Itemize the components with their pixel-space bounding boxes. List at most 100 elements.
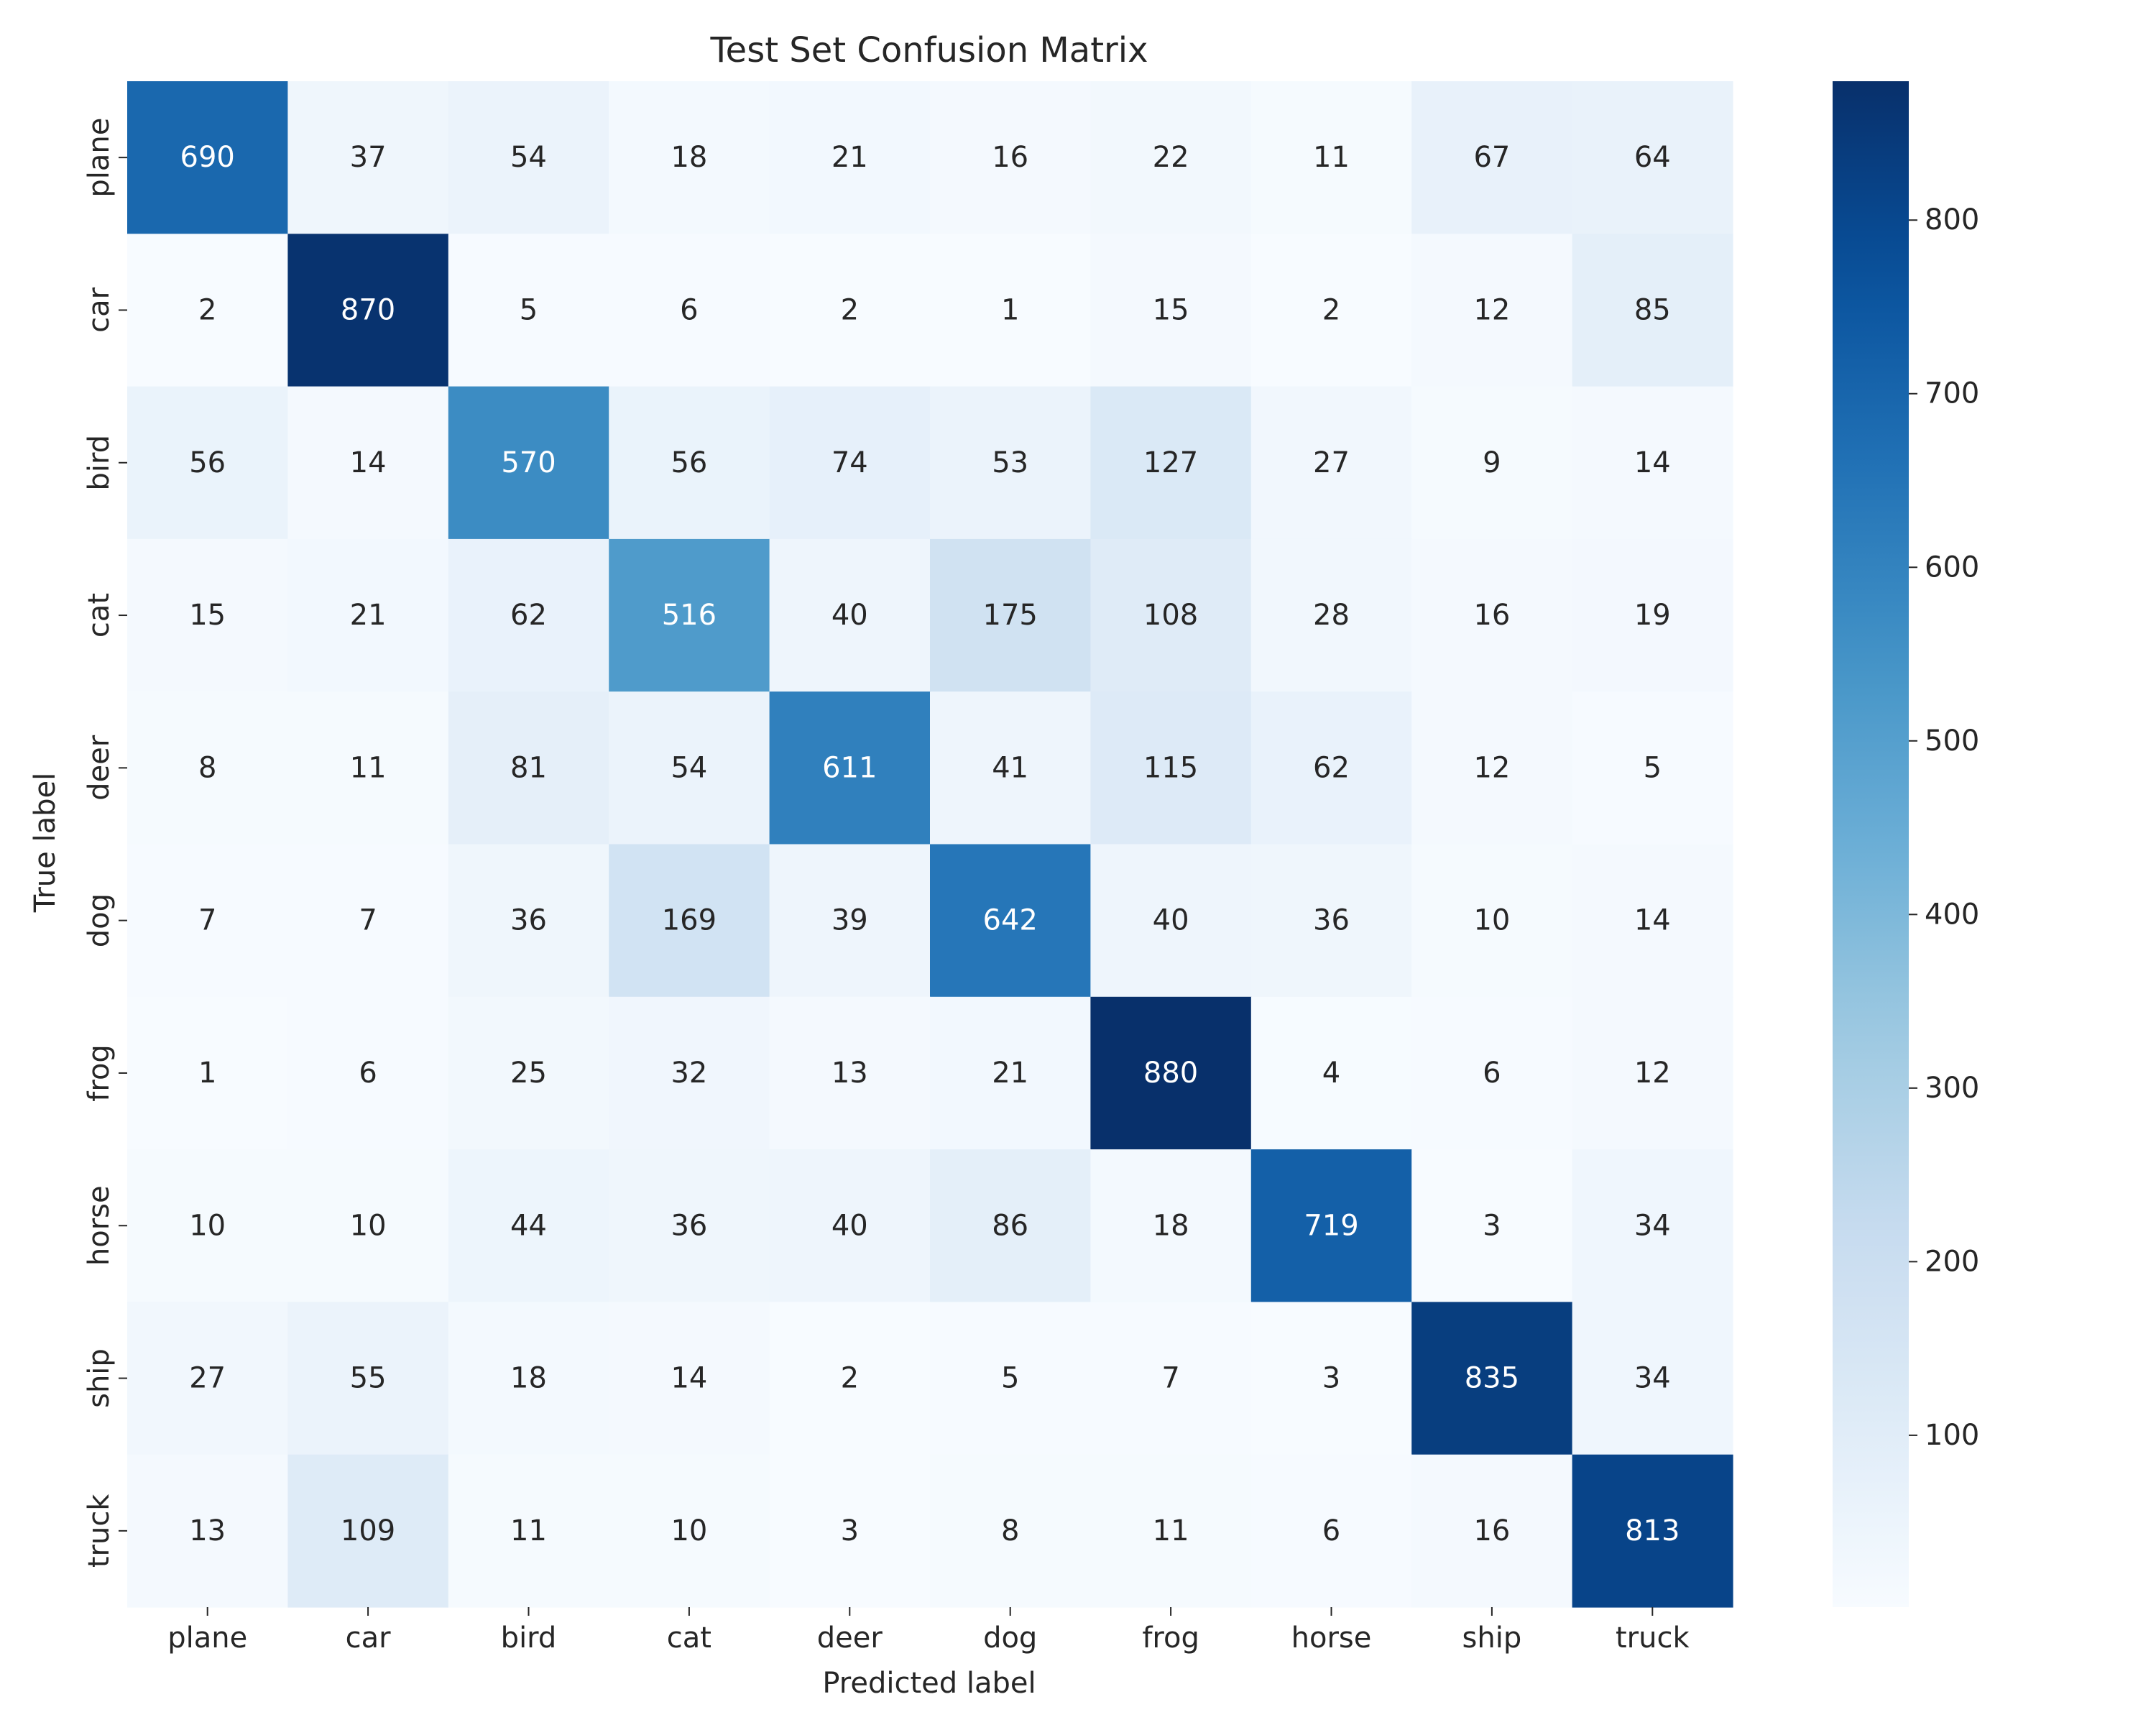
heatmap-cell-horse-bird — [448, 1149, 609, 1302]
cell-value-label: 56 — [189, 446, 226, 479]
heatmap-cell-cat-deer — [769, 538, 931, 692]
cell-value-label: 4 — [1322, 1057, 1340, 1090]
y-tick-label-deer: deer — [83, 735, 116, 801]
cell-value-label: 81 — [510, 751, 547, 784]
heatmap-cell-car-cat — [609, 234, 770, 387]
colorbar-tick-label-300: 300 — [1925, 1072, 1979, 1105]
y-tick-label-truck: truck — [83, 1494, 116, 1568]
heatmap-cell-ship-plane — [127, 1302, 288, 1455]
x-tick-label-car: car — [346, 1622, 392, 1655]
cell-value-label: 44 — [510, 1209, 547, 1242]
cell-value-label: 55 — [350, 1362, 387, 1395]
x-tick-label-cat: cat — [667, 1622, 711, 1655]
heatmap-cell-horse-cat — [609, 1149, 770, 1302]
cell-value-label: 870 — [341, 293, 395, 326]
heatmap-cell-plane-bird — [448, 81, 609, 234]
heatmap-cell-cat-cat — [609, 538, 770, 692]
heatmap-cell-horse-deer — [769, 1149, 931, 1302]
cell-value-label: 10 — [189, 1209, 226, 1242]
cell-value-label: 14 — [350, 446, 387, 479]
heatmap-cell-bird-plane — [127, 386, 288, 540]
cell-value-label: 62 — [1313, 751, 1350, 784]
cell-value-label: 7 — [1161, 1362, 1179, 1395]
cell-value-label: 34 — [1634, 1362, 1671, 1395]
x-tick-label-dog: dog — [983, 1622, 1037, 1655]
cell-value-label: 22 — [1153, 141, 1189, 174]
cell-value-label: 36 — [671, 1209, 707, 1242]
heatmap-cell-bird-ship — [1411, 386, 1573, 540]
colorbar-tick-label-500: 500 — [1925, 724, 1979, 758]
cell-value-label: 37 — [350, 141, 387, 174]
colorbar-tick-label-400: 400 — [1925, 898, 1979, 931]
cell-value-label: 12 — [1473, 751, 1510, 784]
cell-value-label: 15 — [189, 599, 226, 632]
cell-value-label: 41 — [992, 751, 1028, 784]
cell-value-label: 2 — [841, 293, 859, 326]
cell-value-label: 28 — [1313, 599, 1350, 632]
cell-value-label: 8 — [1001, 1514, 1019, 1547]
heatmap-cell-dog-horse — [1250, 844, 1412, 998]
cell-value-label: 15 — [1153, 293, 1189, 326]
x-tick-label-horse: horse — [1291, 1622, 1372, 1655]
heatmap-cell-horse-horse — [1250, 1149, 1412, 1302]
cell-value-label: 2 — [1322, 293, 1340, 326]
cell-value-label: 175 — [983, 599, 1038, 632]
heatmap-cell-horse-ship — [1411, 1149, 1573, 1302]
colorbar-tick-label-100: 100 — [1925, 1419, 1979, 1452]
cell-value-label: 54 — [671, 751, 707, 784]
heatmap-cell-plane-plane — [127, 81, 288, 234]
cell-value-label: 6 — [1483, 1057, 1501, 1090]
cell-value-label: 36 — [510, 904, 547, 937]
y-tick-label-cat: cat — [83, 593, 116, 638]
heatmap-cell-horse-truck — [1572, 1149, 1733, 1302]
cell-value-label: 40 — [831, 1209, 868, 1242]
cell-value-label: 13 — [189, 1514, 226, 1547]
heatmap-cell-car-horse — [1250, 234, 1412, 387]
heatmap-cell-truck-ship — [1411, 1454, 1573, 1608]
cell-value-label: 2 — [841, 1362, 859, 1395]
heatmap-cell-frog-dog — [930, 996, 1091, 1150]
cell-value-label: 9 — [1483, 446, 1501, 479]
cell-value-label: 5 — [520, 293, 538, 326]
colorbar-gradient — [1833, 81, 1909, 1607]
heatmap-cell-cat-truck — [1572, 538, 1733, 692]
cell-value-label: 6 — [1322, 1514, 1340, 1547]
cell-value-label: 21 — [992, 1057, 1028, 1090]
heatmap-cell-car-frog — [1090, 234, 1252, 387]
heatmap-cell-ship-car — [287, 1302, 449, 1455]
x-tick-label-plane: plane — [167, 1622, 247, 1655]
heatmap-cell-plane-car — [287, 81, 449, 234]
heatmap-cell-frog-cat — [609, 996, 770, 1150]
cell-value-label: 1 — [1001, 293, 1019, 326]
cell-value-label: 109 — [341, 1514, 395, 1547]
heatmap-cell-truck-deer — [769, 1454, 931, 1608]
cell-value-label: 813 — [1625, 1514, 1680, 1547]
x-tick-label-truck: truck — [1616, 1622, 1690, 1655]
cell-value-label: 570 — [501, 446, 556, 479]
cell-value-label: 16 — [1473, 1514, 1510, 1547]
y-tick-label-car: car — [83, 287, 116, 333]
cell-value-label: 16 — [992, 141, 1028, 174]
cell-value-label: 25 — [510, 1057, 547, 1090]
cell-value-label: 18 — [671, 141, 707, 174]
y-tick-label-bird: bird — [83, 435, 116, 491]
heatmap-cell-deer-frog — [1090, 691, 1252, 845]
cell-value-label: 127 — [1143, 446, 1198, 479]
cell-value-label: 719 — [1304, 1209, 1358, 1242]
cell-value-label: 21 — [831, 141, 868, 174]
cell-value-label: 27 — [189, 1362, 226, 1395]
colorbar-tick-label-200: 200 — [1925, 1245, 1979, 1278]
colorbar-ticks: 100 200 300 400 500 600 700 800 — [1909, 203, 1979, 1452]
heatmap-cell-plane-cat — [609, 81, 770, 234]
y-tick-label-frog: frog — [83, 1044, 116, 1102]
cell-value-label: 516 — [662, 599, 717, 632]
cell-value-label: 11 — [1313, 141, 1350, 174]
x-tick-label-frog: frog — [1142, 1622, 1199, 1655]
cell-value-label: 108 — [1143, 599, 1198, 632]
cell-value-label: 64 — [1634, 141, 1671, 174]
cell-value-label: 54 — [510, 141, 547, 174]
y-tick-label-dog: dog — [83, 893, 116, 947]
heatmap-cell-bird-truck — [1572, 386, 1733, 540]
heatmap-cell-frog-deer — [769, 996, 931, 1150]
